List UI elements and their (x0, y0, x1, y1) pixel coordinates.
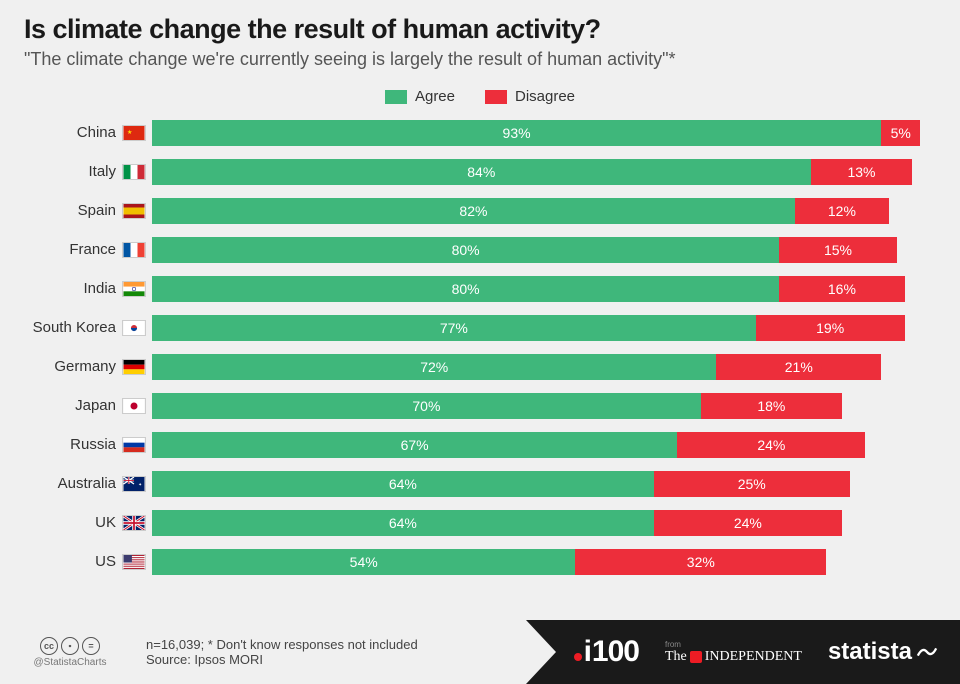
agree-bar: 64% (152, 510, 654, 536)
country-label: Japan (24, 397, 152, 414)
swatch-agree (385, 90, 407, 104)
agree-bar: 64% (152, 471, 654, 497)
note-line-2: Source: Ipsos MORI (146, 652, 526, 667)
legend-disagree: Disagree (485, 88, 575, 105)
bar-row: Italy 84% 13% (24, 154, 936, 189)
agree-bar: 67% (152, 432, 677, 458)
license-block: cc 🞄 = @StatistaCharts (0, 620, 140, 684)
twitter-handle: @StatistaCharts (34, 657, 107, 668)
agree-bar: 93% (152, 120, 881, 146)
legend-disagree-label: Disagree (515, 88, 575, 105)
bar-row: Russia 67% 24% (24, 427, 936, 462)
bar-track: 82% 12% (152, 198, 936, 224)
brand-area: i100 from The INDEPENDENT statista (526, 635, 960, 669)
bar-chart: China ★ 93% 5% Italy 84% 13% Spain 82% 1… (0, 115, 960, 620)
disagree-bar: 24% (654, 510, 842, 536)
chart-header: Is climate change the result of human ac… (0, 0, 960, 78)
cc-icons: cc 🞄 = (40, 637, 100, 655)
svg-text:★: ★ (127, 128, 132, 135)
bar-row: UK 64% 24% (24, 505, 936, 540)
bar-row: Spain 82% 12% (24, 193, 936, 228)
footer: cc 🞄 = @StatistaCharts n=16,039; * Don't… (0, 620, 960, 684)
disagree-bar: 18% (701, 393, 842, 419)
svg-text:✦: ✦ (138, 482, 142, 487)
agree-bar: 54% (152, 549, 575, 575)
disagree-bar: 25% (654, 471, 850, 497)
disagree-bar: 19% (756, 315, 905, 341)
statista-logo: statista (828, 638, 938, 666)
disagree-bar: 16% (779, 276, 904, 302)
country-label: Australia ✦ (24, 475, 152, 492)
agree-bar: 82% (152, 198, 795, 224)
i100-dot-icon (574, 653, 582, 661)
disagree-bar: 15% (779, 237, 897, 263)
bar-row: South Korea 77% 19% (24, 310, 936, 345)
country-label: South Korea (24, 319, 152, 336)
legend-agree: Agree (385, 88, 455, 105)
disagree-bar: 32% (575, 549, 826, 575)
bar-track: 70% 18% (152, 393, 936, 419)
bar-row: India 80% 16% (24, 271, 936, 306)
bar-track: 84% 13% (152, 159, 936, 185)
bar-row: France 80% 15% (24, 232, 936, 267)
bar-row: Australia ✦ 64% 25% (24, 466, 936, 501)
legend-agree-label: Agree (415, 88, 455, 105)
disagree-bar: 21% (716, 354, 881, 380)
country-label: Russia (24, 436, 152, 453)
country-label: Spain (24, 202, 152, 219)
bar-track: 64% 25% (152, 471, 936, 497)
nd-icon: = (82, 637, 100, 655)
country-label: France (24, 241, 152, 258)
agree-bar: 80% (152, 276, 779, 302)
bar-track: 93% 5% (152, 120, 936, 146)
footer-notes: n=16,039; * Don't know responses not inc… (140, 620, 526, 684)
i100-logo: i100 (574, 635, 639, 669)
country-label: US (24, 553, 152, 570)
disagree-bar: 24% (677, 432, 865, 458)
bar-row: Germany 72% 21% (24, 349, 936, 384)
agree-bar: 72% (152, 354, 716, 380)
chart-legend: Agree Disagree (0, 88, 960, 105)
cc-icon: cc (40, 637, 58, 655)
bar-track: 80% 15% (152, 237, 936, 263)
bar-row: US 54% 32% (24, 544, 936, 579)
country-label: Italy (24, 163, 152, 180)
independent-logo: from The INDEPENDENT (665, 640, 802, 665)
bar-track: 72% 21% (152, 354, 936, 380)
bar-track: 67% 24% (152, 432, 936, 458)
disagree-bar: 5% (881, 120, 920, 146)
agree-bar: 80% (152, 237, 779, 263)
country-label: Germany (24, 358, 152, 375)
agree-bar: 70% (152, 393, 701, 419)
by-icon: 🞄 (61, 637, 79, 655)
swatch-disagree (485, 90, 507, 104)
bar-track: 64% 24% (152, 510, 936, 536)
note-line-1: n=16,039; * Don't know responses not inc… (146, 637, 526, 652)
disagree-bar: 13% (811, 159, 913, 185)
bar-track: 77% 19% (152, 315, 936, 341)
bar-track: 54% 32% (152, 549, 936, 575)
chart-title: Is climate change the result of human ac… (24, 14, 936, 45)
disagree-bar: 12% (795, 198, 889, 224)
chart-subtitle: "The climate change we're currently seei… (24, 49, 936, 70)
bar-row: China ★ 93% 5% (24, 115, 936, 150)
bar-row: Japan 70% 18% (24, 388, 936, 423)
statista-wave-icon (916, 641, 938, 663)
agree-bar: 77% (152, 315, 756, 341)
eagle-icon (690, 651, 702, 663)
country-label: UK (24, 514, 152, 531)
bar-track: 80% 16% (152, 276, 936, 302)
country-label: China ★ (24, 124, 152, 141)
agree-bar: 84% (152, 159, 811, 185)
country-label: India (24, 280, 152, 297)
